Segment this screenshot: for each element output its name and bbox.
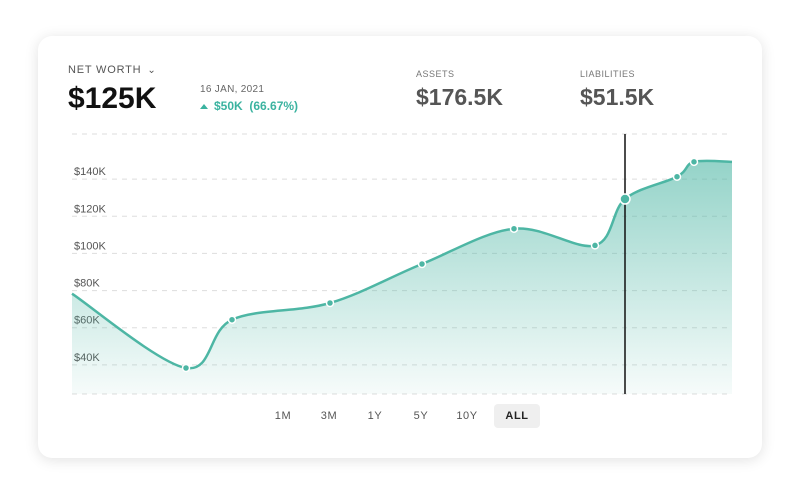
data-point (417, 259, 427, 269)
data-point (509, 224, 519, 233)
net-worth-value: $125K (68, 82, 157, 115)
selected-date: 16 JAN, 2021 (200, 84, 265, 95)
range-all[interactable]: ALL (494, 404, 540, 428)
liabilities-value: $51.5K (580, 84, 655, 110)
data-point (619, 193, 631, 205)
net-worth-chart: $40K$60K$80K$100K$120K$140K (71, 133, 733, 395)
y-tick-label: $100K (74, 240, 106, 252)
y-tick-label: $120K (74, 203, 106, 215)
range-1m[interactable]: 1M (274, 410, 292, 422)
assets-value: $176.5K (416, 84, 503, 110)
area-fill (72, 160, 732, 394)
data-point (672, 172, 682, 181)
net-worth-dropdown[interactable]: NET WORTH ⌄ (68, 64, 157, 76)
change-value: $50K (66.67%) (214, 99, 299, 113)
range-3m[interactable]: 3M (320, 410, 338, 422)
net-worth-label: NET WORTH (68, 64, 142, 76)
net-worth-card: NET WORTH ⌄ $125K 16 JAN, 2021 $50K (66.… (38, 36, 762, 458)
y-tick-label: $140K (74, 166, 106, 178)
data-point (181, 363, 191, 373)
y-tick-label: $80K (74, 278, 100, 290)
range-selector: 1M 3M 1Y 5Y 10Y ALL (264, 404, 540, 428)
chevron-down-icon: ⌄ (147, 64, 157, 76)
data-point (590, 241, 600, 250)
range-5y[interactable]: 5Y (413, 410, 429, 422)
range-10y[interactable]: 10Y (456, 410, 478, 422)
data-point (325, 298, 335, 308)
assets-label: ASSETS (416, 69, 455, 79)
data-point (227, 315, 237, 324)
liabilities-label: LIABILITIES (580, 69, 636, 79)
data-point (689, 157, 699, 167)
change-indicator: $50K (66.67%) (200, 99, 298, 113)
triangle-up-icon (200, 103, 208, 109)
range-1y[interactable]: 1Y (367, 410, 383, 422)
